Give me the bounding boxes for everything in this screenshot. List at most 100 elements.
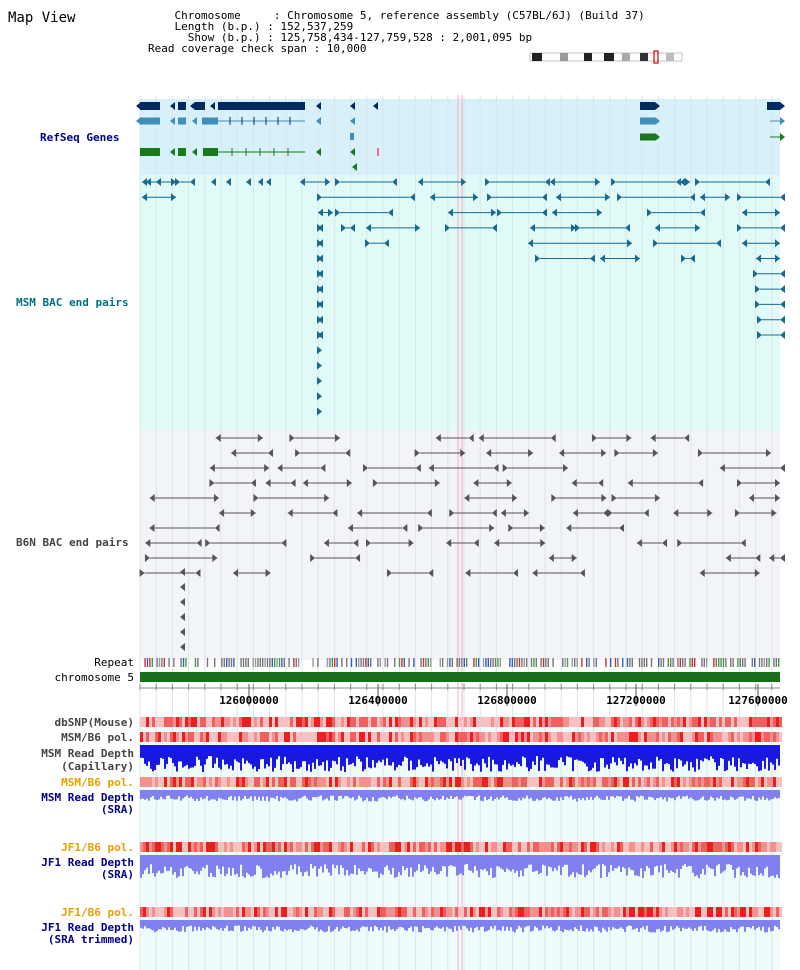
depth-bar bbox=[378, 920, 380, 931]
heat-cell bbox=[695, 717, 698, 727]
heat-cell bbox=[416, 907, 419, 917]
heat-cell bbox=[524, 777, 527, 787]
depth-bar bbox=[214, 920, 216, 928]
refseq-genes-label[interactable]: RefSeq Genes bbox=[40, 131, 120, 144]
bac-end-arrow bbox=[317, 300, 322, 309]
heat-cell bbox=[614, 907, 617, 917]
jf1-read-depth-sra-label[interactable]: JF1 Read Depth bbox=[41, 856, 134, 869]
depth-bar bbox=[768, 745, 770, 771]
depth-bar bbox=[472, 855, 474, 873]
msm-read-depth-capillary-label[interactable]: MSM Read Depth bbox=[41, 747, 134, 760]
depth-bar bbox=[220, 920, 222, 928]
repeat-mark bbox=[420, 658, 422, 667]
depth-bar bbox=[566, 920, 568, 930]
depth-bar bbox=[602, 790, 604, 800]
heat-cell bbox=[353, 907, 356, 917]
depth-bar bbox=[162, 855, 164, 873]
heat-cell bbox=[641, 732, 644, 742]
bac-end-arrow bbox=[676, 178, 681, 186]
depth-bar bbox=[568, 920, 570, 931]
depth-bar bbox=[350, 855, 352, 874]
depth-bar bbox=[504, 920, 506, 931]
strand-arrow bbox=[136, 117, 141, 125]
msm-b6-pol-label-2[interactable]: MSM/B6 pol. bbox=[61, 776, 134, 789]
depth-bar bbox=[580, 790, 582, 800]
heat-cell bbox=[674, 777, 677, 787]
repeat-mark bbox=[221, 658, 223, 667]
heat-cell bbox=[227, 907, 230, 917]
heat-cell bbox=[548, 842, 551, 852]
heat-cell bbox=[476, 777, 479, 787]
bac-end-arrow bbox=[595, 178, 600, 186]
msm-read-depth-sra-label[interactable]: MSM Read Depth bbox=[41, 791, 134, 804]
heat-cell bbox=[665, 732, 668, 742]
msm-bac-label[interactable]: MSM BAC end pairs bbox=[16, 296, 129, 309]
repeat-mark bbox=[574, 658, 576, 667]
repeat-mark bbox=[701, 658, 703, 667]
depth-bar bbox=[432, 790, 434, 799]
jf1-read-depth-trim-label[interactable]: JF1 Read Depth bbox=[41, 921, 134, 934]
depth-bar bbox=[164, 855, 166, 867]
heat-cell bbox=[278, 842, 281, 852]
bac-end-arrow bbox=[434, 479, 440, 487]
position-ruler: 126000000 126400000 126800000 127200000 1276… bbox=[139, 684, 788, 707]
jf1-b6-pol-label[interactable]: JF1/B6 pol. bbox=[61, 841, 134, 854]
depth-bar bbox=[222, 920, 224, 931]
bac-end-arrow bbox=[486, 449, 492, 457]
bac-end-arrow bbox=[680, 178, 685, 186]
depth-bar bbox=[428, 920, 430, 928]
depth-bar bbox=[678, 790, 680, 796]
depth-bar bbox=[178, 745, 180, 762]
heat-cell bbox=[272, 732, 275, 742]
b6n-bac-label[interactable]: B6N BAC end pairs bbox=[16, 536, 129, 549]
heat-cell bbox=[299, 842, 302, 852]
depth-bar bbox=[250, 745, 252, 765]
heat-cell bbox=[761, 732, 764, 742]
heat-cell bbox=[224, 907, 227, 917]
depth-bar bbox=[400, 920, 402, 927]
heat-cell bbox=[671, 732, 674, 742]
dbsnp-label[interactable]: dbSNP(Mouse) bbox=[54, 716, 134, 729]
depth-bar bbox=[648, 855, 650, 869]
heat-cell bbox=[206, 732, 209, 742]
depth-bar bbox=[356, 855, 358, 875]
depth-bar bbox=[638, 745, 640, 759]
depth-bar bbox=[772, 855, 774, 876]
heat-cell bbox=[596, 777, 599, 787]
msm-b6-pol-label[interactable]: MSM/B6 pol. bbox=[61, 731, 134, 744]
depth-bar bbox=[358, 790, 360, 796]
heat-cell bbox=[143, 777, 146, 787]
depth-bar bbox=[384, 920, 386, 927]
heat-cell bbox=[608, 907, 611, 917]
heat-cell bbox=[479, 842, 482, 852]
jf1-b6-pol-label-2[interactable]: JF1/B6 pol. bbox=[61, 906, 134, 919]
depth-bar bbox=[280, 790, 282, 797]
heat-cell bbox=[221, 777, 224, 787]
depth-bar bbox=[464, 745, 466, 770]
heat-cell bbox=[419, 777, 422, 787]
heat-cell bbox=[503, 717, 506, 727]
depth-bar bbox=[456, 920, 458, 931]
heat-cell bbox=[656, 907, 659, 917]
repeat-mark bbox=[278, 658, 281, 667]
heat-cell bbox=[536, 717, 539, 727]
heat-cell bbox=[734, 907, 737, 917]
heat-cell bbox=[647, 717, 650, 727]
depth-bar bbox=[572, 745, 574, 772]
bac-end-arrow bbox=[765, 178, 770, 186]
heat-cell bbox=[290, 907, 293, 917]
bac-end-arrow bbox=[449, 509, 455, 517]
depth-bar bbox=[712, 920, 714, 931]
heat-cell bbox=[413, 907, 416, 917]
heat-cell bbox=[533, 907, 536, 917]
depth-bar bbox=[768, 855, 770, 878]
depth-bar bbox=[166, 920, 168, 931]
heat-cell bbox=[743, 842, 746, 852]
depth-bar bbox=[536, 745, 538, 757]
depth-bar bbox=[290, 790, 292, 801]
heat-cell bbox=[149, 842, 152, 852]
heat-cell bbox=[722, 842, 725, 852]
heat-cell bbox=[233, 907, 236, 917]
heat-cell bbox=[707, 732, 710, 742]
